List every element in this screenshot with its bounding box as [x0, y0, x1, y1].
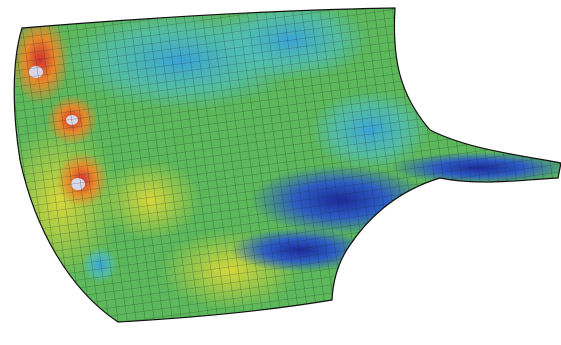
- page: [0, 0, 561, 345]
- mesh-render: [0, 0, 561, 345]
